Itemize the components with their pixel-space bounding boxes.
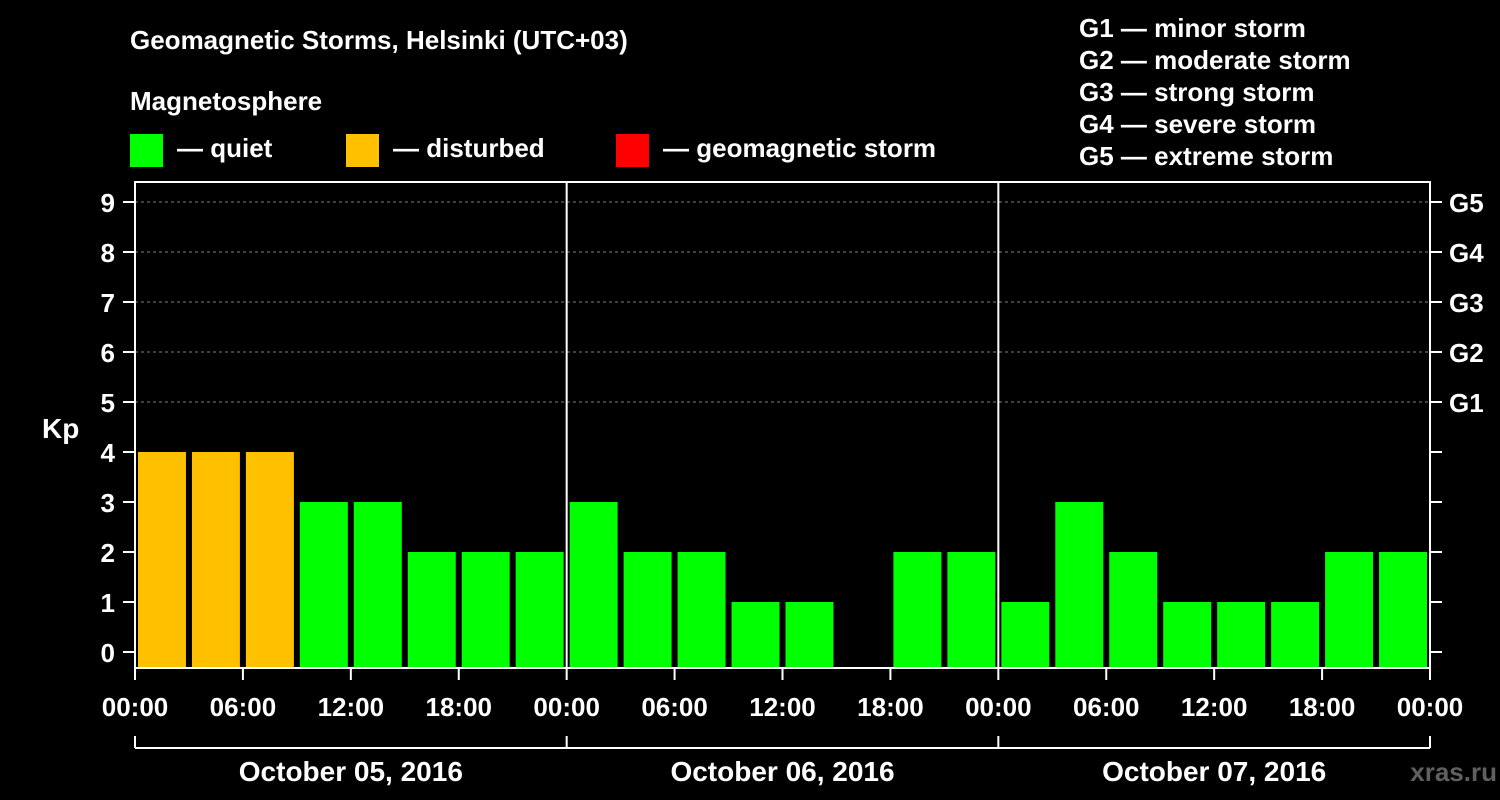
x-tick-label-8: 00:00 — [965, 692, 1032, 722]
legend-swatch-disturbed — [346, 134, 379, 167]
g-label-g3: G3 — [1449, 288, 1484, 318]
g-label-g2: G2 — [1449, 338, 1484, 368]
bar-3 — [299, 502, 348, 668]
bar-2 — [245, 452, 294, 668]
watermark: xras.ru — [1410, 757, 1497, 787]
bar-19 — [1163, 602, 1212, 668]
bar-16 — [1001, 602, 1050, 668]
x-tick-label-5: 06:00 — [641, 692, 708, 722]
y-tick-label-5: 5 — [101, 388, 115, 418]
legend-swatch-storm — [616, 134, 649, 167]
day-label-2: October 07, 2016 — [1102, 756, 1326, 787]
legend-swatch-quiet — [130, 134, 163, 167]
x-tick-label-0: 00:00 — [102, 692, 169, 722]
x-tick-label-3: 18:00 — [426, 692, 493, 722]
storm-scale-g4: G4 — severe storm — [1079, 109, 1316, 139]
bar-9 — [623, 552, 672, 668]
bar-20 — [1217, 602, 1266, 668]
legend-label-storm: — geomagnetic storm — [663, 133, 936, 163]
bar-7 — [515, 552, 564, 668]
y-axis-label: Kp — [42, 413, 79, 444]
storm-scale-g2: G2 — moderate storm — [1079, 45, 1351, 75]
bar-17 — [1055, 502, 1104, 668]
x-tick-label-1: 06:00 — [210, 692, 277, 722]
y-tick-label-4: 4 — [101, 438, 116, 468]
y-tick-label-0: 0 — [101, 638, 115, 668]
y-tick-label-9: 9 — [101, 188, 115, 218]
y-tick-label-6: 6 — [101, 338, 115, 368]
y-tick-label-1: 1 — [101, 588, 115, 618]
bar-4 — [353, 502, 402, 668]
x-tick-label-9: 06:00 — [1073, 692, 1140, 722]
x-tick-label-6: 12:00 — [749, 692, 816, 722]
chart-title: Geomagnetic Storms, Helsinki (UTC+03) — [130, 25, 628, 55]
day-label-1: October 06, 2016 — [670, 756, 894, 787]
x-tick-label-4: 00:00 — [533, 692, 600, 722]
bar-12 — [785, 602, 834, 668]
x-tick-label-10: 12:00 — [1181, 692, 1248, 722]
legend-label-quiet: — quiet — [177, 133, 273, 163]
bar-8 — [569, 502, 618, 668]
x-tick-label-7: 18:00 — [857, 692, 924, 722]
bar-18 — [1109, 552, 1158, 668]
x-tick-label-12: 00:00 — [1397, 692, 1464, 722]
g-label-g5: G5 — [1449, 188, 1484, 218]
bar-11 — [731, 602, 780, 668]
bar-10 — [677, 552, 726, 668]
legend-label-disturbed: — disturbed — [393, 133, 545, 163]
bar-14 — [893, 552, 942, 668]
axes: 0 1 2 3 4 5 6 7 8 9 G1 G2 G3 G4 G5 00:00 06:00 12:00 18:00… — [101, 181, 1484, 787]
g-label-g4: G4 — [1449, 238, 1484, 268]
bars — [138, 452, 1427, 668]
bar-0 — [138, 452, 186, 668]
y-tick-label-7: 7 — [101, 288, 115, 318]
bar-6 — [461, 552, 510, 668]
g-label-g1: G1 — [1449, 388, 1484, 418]
legend-title: Magnetosphere — [130, 86, 322, 116]
bar-21 — [1271, 602, 1320, 668]
grid-lines — [135, 201, 1430, 403]
day-label-0: October 05, 2016 — [239, 756, 463, 787]
y-tick-label-2: 2 — [101, 538, 115, 568]
x-tick-label-2: 12:00 — [318, 692, 385, 722]
bar-15 — [947, 552, 996, 668]
bar-23 — [1379, 552, 1427, 668]
x-tick-label-11: 18:00 — [1289, 692, 1356, 722]
storm-scale-g1: G1 — minor storm — [1079, 13, 1306, 43]
storm-scale-g5: G5 — extreme storm — [1079, 141, 1333, 171]
y-tick-label-3: 3 — [101, 488, 115, 518]
y-tick-label-8: 8 — [101, 238, 115, 268]
bar-22 — [1325, 552, 1374, 668]
bar-5 — [407, 552, 456, 668]
storm-scale-g3: G3 — strong storm — [1079, 77, 1314, 107]
bar-1 — [191, 452, 240, 668]
